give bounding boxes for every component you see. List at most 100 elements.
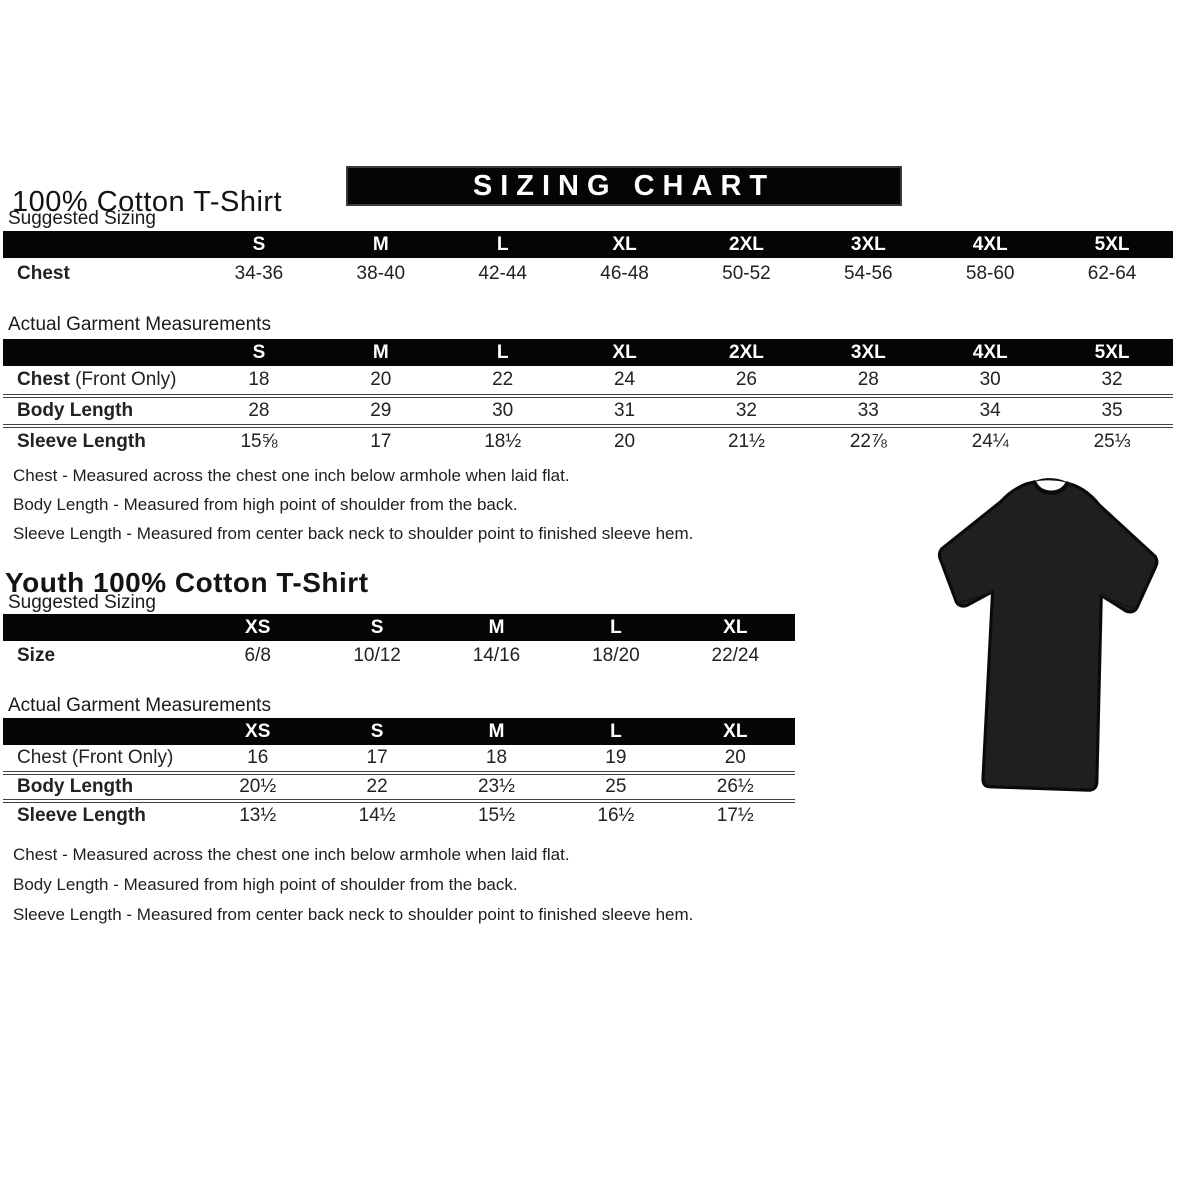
youth-actual-measurements-table: XS S M L XL Chest (Front Only) 16 17 18 19 20 Body … (3, 718, 795, 829)
size-column-header: 3XL (807, 339, 930, 366)
measurement-cell: 14½ (317, 799, 437, 829)
measurement-cell: 18 (485, 747, 508, 768)
size-column-header: L (441, 231, 564, 258)
measurement-cell: 17½ (675, 799, 795, 829)
measurement-cell: 31 (563, 394, 686, 426)
table-corner (3, 614, 198, 641)
measurement-cell: 22/24 (711, 644, 760, 666)
measurement-cell: 34-36 (234, 262, 284, 284)
size-column-header: 3XL (807, 231, 930, 258)
size-column-header: S (317, 614, 437, 641)
adult-actual-measurements-label: Actual Garment Measurements (8, 314, 271, 335)
size-column-header: XL (675, 614, 795, 641)
size-column-header: M (436, 718, 557, 745)
size-column-header: XS (198, 718, 318, 745)
size-column-header: 5XL (1051, 339, 1173, 366)
tshirt-image (937, 478, 1159, 792)
measurement-cell: 24 (613, 369, 636, 390)
row-label: Chest (17, 262, 70, 284)
measurement-cell: 25 (556, 771, 676, 801)
table-row: Chest (Front Only) 18 20 22 24 26 28 30 32 (3, 366, 1173, 396)
sizing-chart-banner-text: SIZING CHART (472, 170, 776, 202)
size-column-header: M (319, 339, 442, 366)
table-row: Body Length 20½ 22 23½ 25 26½ (3, 771, 795, 801)
youth-section-title: Youth 100% Cotton T-Shirt (5, 566, 369, 598)
size-column-header: 4XL (929, 231, 1052, 258)
size-column-header: XL (563, 339, 686, 366)
table-row: Size 6/8 10/12 14/16 18/20 22/24 (3, 641, 795, 670)
row-label: Sleeve Length (3, 799, 198, 829)
size-column-header: M (436, 614, 557, 641)
measurement-cell: 42-44 (478, 262, 527, 284)
youth-suggested-sizing-label: Suggested Sizing (8, 592, 156, 613)
note-chest: Chest - Measured across the chest one in… (13, 466, 570, 485)
row-label: Body Length (3, 394, 198, 426)
measurement-cell: 18/20 (592, 644, 640, 666)
measurement-cell: 32 (685, 394, 808, 426)
table-corner (3, 231, 198, 258)
row-label: Chest (Front Only) (17, 369, 177, 390)
table-row: Sleeve Length 13½ 14½ 15½ 16½ 17½ (3, 799, 795, 829)
note-sleeve-length: Sleeve Length - Measured from center bac… (13, 524, 694, 543)
measurement-cell: 10/12 (353, 644, 401, 666)
measurement-cell: 38-40 (356, 262, 406, 284)
youth-measurement-notes: Chest - Measured across the chest one in… (13, 840, 693, 930)
measurement-cell: 50-52 (722, 262, 771, 284)
measurement-cell: 34 (929, 394, 1052, 426)
table-corner (3, 339, 198, 366)
adult-actual-measurements-table: S M L XL 2XL 3XL 4XL 5XL Chest (Front Only) 18 20 2… (3, 339, 1173, 456)
size-column-header: L (556, 718, 676, 745)
measurement-cell: 20 (370, 369, 392, 390)
measurement-cell: 6/8 (244, 644, 271, 666)
note-body-length: Body Length - Measured from high point o… (13, 875, 518, 894)
measurement-cell: 29 (319, 394, 442, 426)
measurement-cell: 26½ (675, 771, 795, 801)
size-column-header: S (317, 718, 437, 745)
row-label: Sleeve Length (3, 424, 198, 456)
measurement-cell: 15½ (436, 799, 557, 829)
measurement-cell: 23½ (436, 771, 557, 801)
note-chest: Chest - Measured across the chest one in… (13, 845, 570, 864)
size-column-header: L (556, 614, 676, 641)
measurement-cell: 28 (857, 369, 879, 390)
row-label: Chest (Front Only) (17, 747, 174, 768)
measurement-cell: 30 (979, 369, 1001, 390)
measurement-cell: 17 (366, 747, 388, 768)
size-column-header: S (198, 339, 320, 366)
measurement-cell: 18½ (441, 424, 564, 456)
measurement-cell: 16 (247, 747, 269, 768)
measurement-cell: 13½ (198, 799, 318, 829)
measurement-cell: 21½ (685, 424, 808, 456)
page-title: 100% Cotton T-Shirt (12, 186, 283, 219)
black-tshirt-photo (891, 472, 1199, 826)
row-label: Size (17, 644, 56, 666)
table-row: Sleeve Length 15⅝ 17 18½ 20 21½ 22⅞ 24¼ 25⅓ (3, 424, 1173, 456)
size-column-header: L (441, 339, 564, 366)
measurement-cell: 22 (317, 771, 437, 801)
measurement-cell: 15⅝ (198, 424, 320, 456)
measurement-cell: 25⅓ (1051, 424, 1173, 456)
measurement-cell: 16½ (556, 799, 676, 829)
measurement-cell: 14/16 (472, 644, 521, 666)
measurement-cell: 19 (605, 747, 627, 768)
note-body-length: Body Length - Measured from high point o… (13, 495, 518, 514)
size-column-header: M (319, 231, 442, 258)
youth-actual-measurements-label: Actual Garment Measurements (8, 695, 271, 716)
measurement-cell: 35 (1051, 394, 1173, 426)
measurement-cell: 54-56 (844, 262, 893, 284)
measurement-cell: 32 (1101, 369, 1123, 390)
size-column-header: 5XL (1051, 231, 1173, 258)
measurement-cell: 33 (807, 394, 930, 426)
measurement-cell: 20½ (198, 771, 318, 801)
measurement-cell: 26 (735, 369, 757, 390)
measurement-cell: 17 (319, 424, 442, 456)
measurement-cell: 30 (441, 394, 564, 426)
measurement-cell: 58-60 (965, 262, 1015, 284)
table-row: Body Length 28 29 30 31 32 33 34 35 (3, 394, 1173, 426)
size-column-header: XL (563, 231, 686, 258)
size-column-header: XL (675, 718, 795, 745)
measurement-cell: 22⅞ (807, 424, 930, 456)
size-column-header: 2XL (685, 231, 808, 258)
size-column-header: XS (198, 614, 318, 641)
